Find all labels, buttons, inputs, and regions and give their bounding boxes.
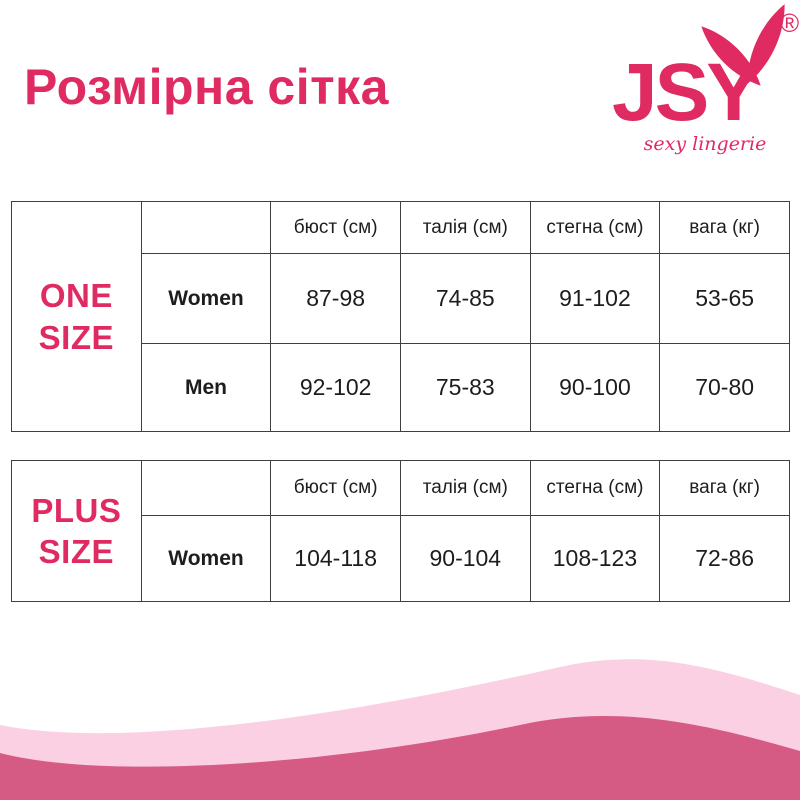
size-group-line: PLUS — [31, 491, 122, 529]
column-header-hips: стегна (см) — [529, 201, 661, 254]
cell-hips: 108-123 — [529, 515, 661, 602]
column-header-weight: вага (кг) — [659, 460, 790, 516]
brand-logo: JSY ® sexy lingerie — [612, 4, 799, 155]
size-group-line: ONE — [39, 277, 113, 315]
table-row: Women 87-98 74-85 91-102 53-65 — [12, 253, 790, 344]
cell-waist: 75-83 — [399, 343, 531, 432]
cell-waist: 74-85 — [399, 253, 531, 344]
registered-trademark-icon: ® — [780, 8, 799, 38]
wave-dark — [0, 715, 800, 800]
cell-bust: 87-98 — [270, 253, 401, 344]
page-title: Розмірна сітка — [24, 59, 389, 115]
column-header-weight: вага (кг) — [659, 201, 790, 254]
column-header-waist: талія (см) — [399, 460, 531, 516]
corner-cell — [140, 460, 272, 516]
column-header-waist: талія (см) — [399, 201, 531, 254]
corner-cell — [140, 201, 272, 254]
row-label-women: Women — [140, 515, 272, 602]
cell-hips: 90-100 — [529, 343, 661, 432]
brand-tagline: sexy lingerie — [644, 133, 767, 155]
cell-bust: 104-118 — [270, 515, 401, 602]
row-label-women: Women — [140, 253, 272, 344]
leaf-icon — [701, 4, 785, 86]
column-header-hips: стегна (см) — [529, 460, 661, 516]
column-header-bust: бюст (см) — [270, 460, 401, 516]
cell-bust: 92-102 — [270, 343, 401, 432]
cell-hips: 91-102 — [529, 253, 661, 344]
size-group-label: ONE SIZE — [11, 201, 142, 432]
size-group-line: SIZE — [38, 318, 114, 356]
plus-size-table: PLUS SIZE бюст (см) талія (см) стегна (с… — [11, 460, 790, 602]
cell-weight: 72-86 — [659, 515, 790, 602]
size-group-line: SIZE — [38, 533, 114, 570]
table-row: Men 92-102 75-83 90-100 70-80 — [12, 343, 790, 432]
column-header-bust: бюст (см) — [270, 201, 401, 254]
table-row: Women 104-118 90-104 108-123 72-86 — [12, 515, 790, 602]
cell-weight: 53-65 — [659, 253, 790, 344]
one-size-table: ONE SIZE бюст (см) талія (см) стегна (см… — [11, 201, 790, 432]
size-group-label: PLUS SIZE — [11, 460, 142, 602]
cell-weight: 70-80 — [659, 343, 790, 432]
cell-waist: 90-104 — [399, 515, 531, 602]
wave-decoration — [0, 659, 800, 800]
row-label-men: Men — [140, 343, 272, 432]
